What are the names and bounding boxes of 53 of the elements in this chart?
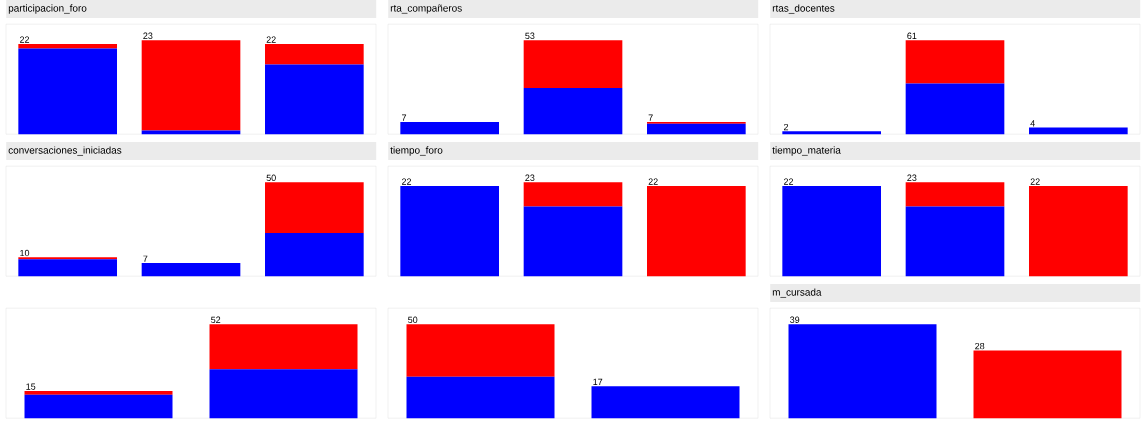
annotation: 52 (211, 316, 221, 323)
annotation: 50 (266, 174, 276, 181)
bar (265, 232, 364, 277)
bar (905, 40, 1005, 84)
annotation: 61 (907, 32, 917, 39)
chart-title: tiempo_foro (390, 146, 443, 156)
chart-title: tiempo_materia (772, 146, 841, 156)
bar (647, 123, 746, 135)
annotation: 22 (266, 36, 276, 43)
annotation: 17 (593, 378, 603, 385)
annotation: 22 (401, 178, 412, 185)
annotation: 23 (525, 174, 535, 181)
annotation: 4 (1030, 120, 1035, 127)
bar (18, 43, 118, 49)
annotation: 22 (783, 178, 794, 185)
annotation: 2 (783, 123, 789, 131)
bar (523, 88, 623, 135)
chart-title: conversaciones_iniciadas (8, 146, 122, 156)
annotation: 22 (648, 178, 658, 185)
bar (209, 369, 358, 419)
chart-title: rta_compañeros (390, 4, 462, 14)
chart-title: participacion_foro (8, 4, 87, 14)
annotation: 10 (20, 249, 30, 257)
bar (265, 64, 364, 135)
bar (141, 130, 241, 135)
bar (265, 182, 364, 233)
annotation: 28 (975, 342, 985, 350)
annotation: 50 (408, 316, 418, 323)
annotation: 23 (143, 32, 153, 39)
bar (905, 83, 1005, 135)
bar (18, 259, 118, 277)
bar (18, 48, 118, 135)
annotation: 7 (401, 114, 407, 121)
bar (209, 324, 358, 370)
chart-title: m_cursada (772, 288, 822, 298)
bar (782, 131, 882, 135)
annotation: 39 (790, 316, 800, 323)
bar (141, 40, 241, 131)
annotation: 22 (1030, 178, 1040, 185)
annotation: 22 (19, 36, 30, 43)
annotation: 7 (143, 255, 148, 262)
bar (141, 262, 241, 277)
bar (1029, 127, 1128, 135)
bar (24, 390, 173, 395)
annotation: 7 (648, 114, 653, 121)
bar (400, 121, 500, 135)
bar (265, 43, 364, 65)
bar (24, 394, 173, 419)
annotation: 23 (907, 174, 917, 181)
chart-title: rtas_docentes (772, 4, 835, 14)
annotation: 15 (26, 383, 36, 390)
annotation: 53 (525, 32, 535, 39)
bar (523, 40, 623, 89)
